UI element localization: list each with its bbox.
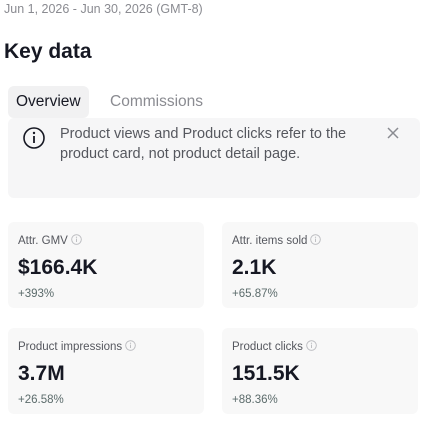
info-icon <box>23 127 45 149</box>
metric-label: Attr. items sold <box>232 234 322 247</box>
metric-label-text: Attr. GMV <box>18 235 68 247</box>
metric-label: Product impressions <box>18 340 136 353</box>
metric-label-text: Product clicks <box>232 341 303 353</box>
close-button[interactable] <box>386 126 400 140</box>
metric-value: 151.5K <box>232 362 300 385</box>
info-icon[interactable] <box>125 340 136 351</box>
metric-label: Attr. GMV <box>18 234 82 247</box>
info-icon[interactable] <box>306 340 317 351</box>
info-icon[interactable] <box>71 234 82 245</box>
metric-change: +88.36% <box>232 394 278 406</box>
notice-text: Product views and Product clicks refer t… <box>60 126 347 162</box>
metric-change: +26.58% <box>18 394 64 406</box>
metric-label-text: Product impressions <box>18 341 123 353</box>
page-title: Key data <box>4 40 92 63</box>
metric-card: Attr. items sold 2.1K +65.87% <box>222 222 418 308</box>
metric-change: +65.87% <box>232 288 278 300</box>
metric-card: Product impressions 3.7M +26.58% <box>8 328 204 414</box>
metric-value: 3.7M <box>18 362 65 385</box>
metric-value: 2.1K <box>232 256 277 279</box>
date-range: Jun 1, 2026 - Jun 30, 2026 (GMT-8) <box>4 2 203 16</box>
notice-banner: Product views and Product clicks refer t… <box>8 118 420 198</box>
metric-card: Attr. GMV $166.4K +393% <box>8 222 204 308</box>
metric-change: +393% <box>18 288 55 300</box>
info-icon[interactable] <box>310 234 322 245</box>
tab-commissions[interactable]: Commissions <box>110 93 204 110</box>
metric-card: Product clicks 151.5K +88.36% <box>222 328 418 414</box>
tab-overview[interactable]: Overview <box>8 86 89 118</box>
metric-value: $166.4K <box>18 256 98 279</box>
metric-label: Product clicks <box>232 340 317 353</box>
metric-label-text: Attr. items sold <box>232 235 308 247</box>
